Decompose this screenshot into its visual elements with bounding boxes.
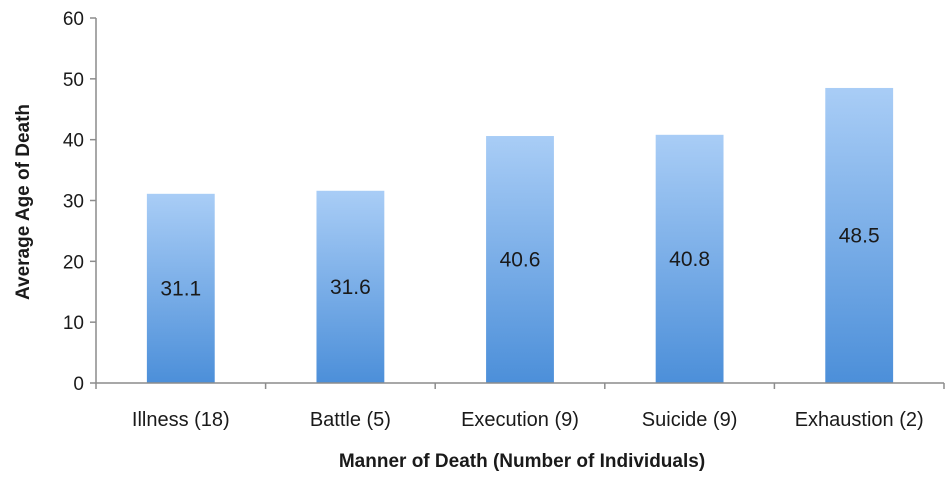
bar-value-label: 40.8 [669,248,710,271]
x-category-label: Exhaustion (2) [795,409,924,431]
y-tick-label: 40 [63,131,84,152]
bar [316,190,385,383]
x-category-label: Illness (18) [132,409,230,431]
y-tick-label: 30 [63,192,84,213]
y-axis-title: Average Age of Death [13,104,34,300]
bar [825,87,894,383]
bar [655,134,724,383]
bar-value-label: 40.6 [500,249,541,272]
y-tick-label: 20 [63,252,84,273]
bar-value-label: 48.5 [839,224,880,247]
x-category-label: Battle (5) [310,409,391,431]
axes-layer [90,17,945,389]
y-tick-label: 10 [63,313,84,334]
labels-layer: 0 10 20 30 40 50 60 31.1 Illness (18) 31.6 Battle … [63,9,924,431]
bar [146,193,215,383]
y-tick-label: 0 [73,374,84,395]
bar-value-label: 31.6 [330,276,371,299]
bars-layer [146,87,894,383]
bar [486,136,554,383]
bar-value-label: 31.1 [160,277,201,300]
x-category-label: Suicide (9) [642,409,738,431]
y-tick-label: 60 [63,9,84,30]
x-axis-title: Manner of Death (Number of Individuals) [339,451,705,472]
x-category-label: Execution (9) [461,409,579,431]
y-tick-label: 50 [63,70,84,91]
